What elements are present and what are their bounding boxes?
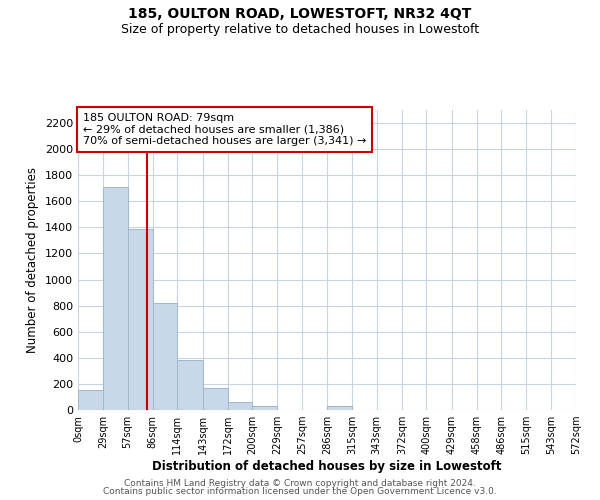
- Bar: [327, 406, 352, 410]
- Bar: [252, 406, 277, 410]
- Text: 185 OULTON ROAD: 79sqm
← 29% of detached houses are smaller (1,386)
70% of semi-: 185 OULTON ROAD: 79sqm ← 29% of detached…: [83, 113, 367, 146]
- Bar: [228, 402, 252, 410]
- Text: Contains public sector information licensed under the Open Government Licence v3: Contains public sector information licen…: [103, 487, 497, 496]
- Y-axis label: Number of detached properties: Number of detached properties: [26, 167, 40, 353]
- Text: Contains HM Land Registry data © Crown copyright and database right 2024.: Contains HM Land Registry data © Crown c…: [124, 478, 476, 488]
- X-axis label: Distribution of detached houses by size in Lowestoft: Distribution of detached houses by size …: [152, 460, 502, 473]
- Bar: [177, 360, 203, 410]
- Bar: [153, 303, 177, 410]
- Bar: [203, 388, 228, 410]
- Text: 185, OULTON ROAD, LOWESTOFT, NR32 4QT: 185, OULTON ROAD, LOWESTOFT, NR32 4QT: [128, 8, 472, 22]
- Bar: [103, 187, 128, 410]
- Bar: [78, 390, 103, 410]
- Bar: [128, 228, 153, 410]
- Text: Size of property relative to detached houses in Lowestoft: Size of property relative to detached ho…: [121, 22, 479, 36]
